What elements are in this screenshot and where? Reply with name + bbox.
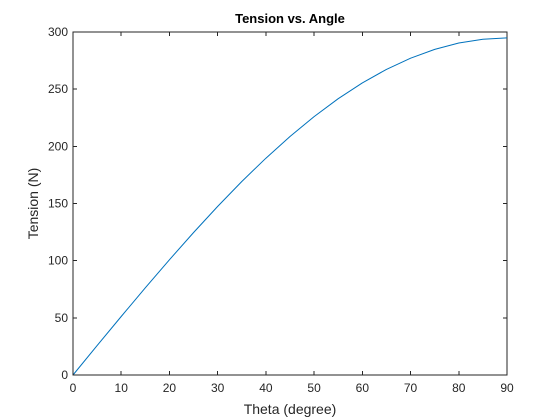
axes-box — [72, 31, 508, 376]
y-tick-label: 300 — [48, 25, 68, 39]
y-tick-label: 0 — [61, 368, 68, 382]
x-tick-label: 60 — [356, 381, 370, 395]
chart-title: Tension vs. Angle — [235, 11, 345, 26]
y-tick-label: 100 — [48, 254, 68, 268]
x-tick-label: 20 — [163, 381, 177, 395]
x-tick-label: 0 — [70, 381, 77, 395]
x-tick-label: 50 — [307, 381, 321, 395]
plot-area — [72, 31, 508, 376]
x-tick-label: 40 — [259, 381, 273, 395]
x-tick-label: 80 — [452, 381, 466, 395]
x-tick-label: 30 — [211, 381, 225, 395]
x-tick-label: 70 — [404, 381, 418, 395]
y-tick-label: 50 — [55, 311, 69, 325]
y-axis-label: Tension (N) — [25, 168, 41, 240]
x-tick-label: 10 — [115, 381, 129, 395]
y-tick-label: 150 — [48, 197, 68, 211]
y-axis: 0 50 100 150 200 250 300 — [48, 25, 507, 382]
x-tick-label: 90 — [500, 381, 514, 395]
y-tick-label: 250 — [48, 82, 68, 96]
series-line — [72, 37, 508, 376]
x-axis-label: Theta (degree) — [244, 401, 337, 417]
y-tick-label: 200 — [48, 139, 68, 153]
x-axis: 0 10 20 30 40 50 60 70 80 90 — [70, 32, 514, 395]
